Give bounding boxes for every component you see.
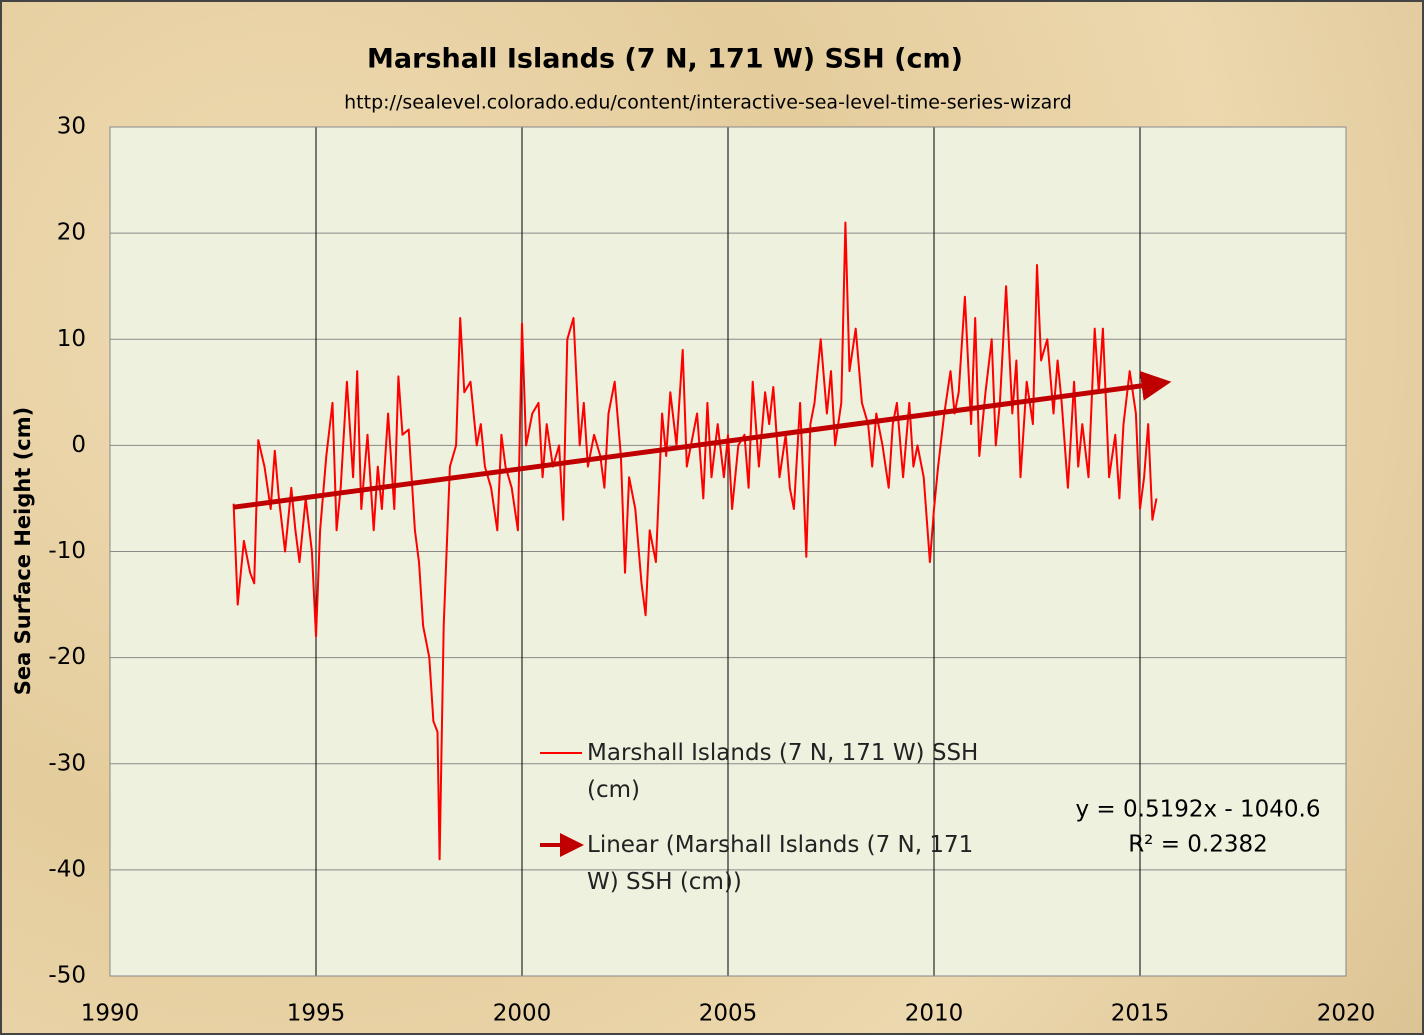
trend-equation: y = 0.5192x - 1040.6 — [1076, 797, 1321, 823]
chart-subtitle: http://sealevel.colorado.edu/content/int… — [344, 92, 1072, 114]
y-tick-label: 0 — [71, 432, 86, 458]
data-line — [232, 221, 1158, 861]
y-tick-label: -40 — [48, 856, 86, 882]
y-tick-label: 20 — [57, 220, 86, 246]
x-tick-label: 2000 — [493, 1001, 552, 1027]
y-tick-label: -10 — [48, 538, 86, 564]
x-tick-label: 2020 — [1317, 1001, 1376, 1027]
legend-entry: Linear (Marshall Islands (7 N, 171 W) SS… — [587, 832, 974, 895]
x-tick-label: 2010 — [905, 1001, 964, 1027]
y-axis-title: Sea Surface Height (cm) — [11, 407, 35, 695]
legend-entry: Marshall Islands (7 N, 171 W) SSH (cm) — [587, 740, 979, 803]
trend-r2: R² = 0.2382 — [1128, 832, 1268, 858]
y-tick-label: -50 — [48, 963, 86, 989]
x-tick-label: 2005 — [699, 1001, 758, 1027]
y-tick-label: 10 — [57, 326, 86, 352]
x-tick-label: 1995 — [287, 1001, 346, 1027]
plot-border — [109, 126, 1347, 977]
y-tick-label: -20 — [48, 644, 86, 670]
y-tick-label: 30 — [57, 114, 86, 140]
trend-line — [233, 370, 1172, 510]
x-tick-label: 1990 — [81, 1001, 140, 1027]
x-tick-label: 2015 — [1111, 1001, 1170, 1027]
chart-title: Marshall Islands (7 N, 171 W) SSH (cm) — [367, 44, 963, 75]
y-tick-label: -30 — [48, 750, 86, 776]
